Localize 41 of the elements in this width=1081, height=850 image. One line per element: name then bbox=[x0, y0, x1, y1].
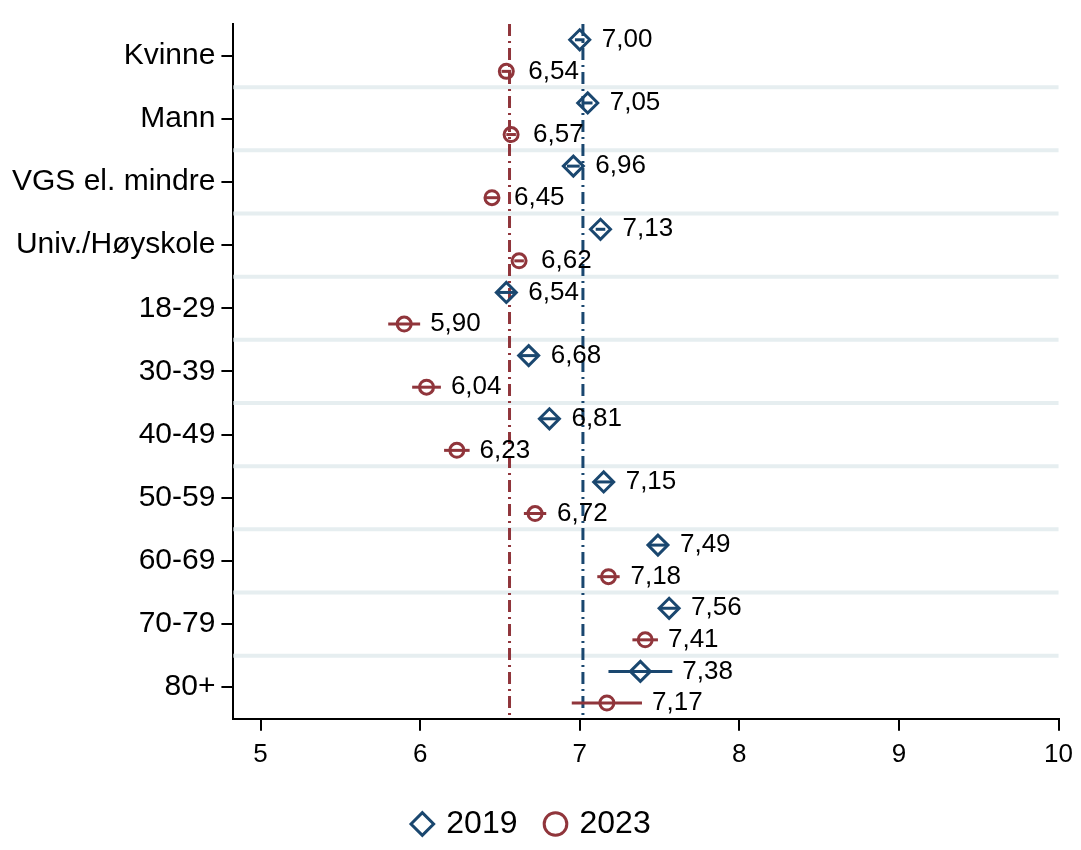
data-label: 6,54 bbox=[528, 54, 579, 85]
data-label: 7,15 bbox=[625, 465, 677, 496]
x-tick-label: 9 bbox=[891, 737, 907, 768]
x-tick-label: 8 bbox=[732, 737, 747, 768]
data-label: 7,49 bbox=[679, 528, 731, 559]
data-label: 6,57 bbox=[533, 117, 584, 148]
data-label: 7,13 bbox=[622, 212, 674, 243]
data-label: 6,54 bbox=[528, 275, 579, 306]
data-label: 6,62 bbox=[541, 244, 592, 275]
legend-label: 2023 bbox=[579, 803, 651, 840]
y-tick-label: 18-29 bbox=[138, 289, 216, 323]
data-label: 5,90 bbox=[430, 307, 481, 338]
y-tick-label: VGS el. mindre bbox=[11, 163, 216, 197]
y-tick-label: 50-59 bbox=[138, 478, 216, 512]
y-tick-label: 70-79 bbox=[138, 605, 216, 639]
data-label: 6,68 bbox=[550, 338, 602, 369]
y-tick-label: Univ./Høyskole bbox=[15, 226, 216, 260]
data-label: 7,05 bbox=[609, 86, 661, 117]
data-label: 7,18 bbox=[630, 559, 682, 590]
data-label: 6,81 bbox=[571, 401, 623, 432]
y-tick-label: Kvinne bbox=[123, 36, 216, 70]
data-label: 6,45 bbox=[513, 180, 565, 211]
data-label: 7,00 bbox=[601, 22, 653, 53]
data-label: 6,23 bbox=[479, 433, 531, 464]
data-label: 7,17 bbox=[651, 686, 703, 717]
y-tick-label: Mann bbox=[140, 100, 216, 134]
data-label: 7,56 bbox=[691, 591, 742, 622]
x-tick-label: 7 bbox=[572, 737, 587, 768]
data-label: 7,38 bbox=[682, 654, 733, 685]
y-tick-label: 60-69 bbox=[138, 542, 216, 576]
x-tick-label: 5 bbox=[253, 737, 268, 768]
y-tick-label: 40-49 bbox=[138, 415, 216, 449]
data-label: 7,41 bbox=[667, 623, 719, 654]
data-label: 6,04 bbox=[450, 370, 502, 401]
x-tick-label: 10 bbox=[1044, 737, 1073, 768]
legend-label: 2019 bbox=[446, 803, 518, 840]
data-label: 6,96 bbox=[595, 149, 646, 180]
data-label: 6,72 bbox=[557, 496, 608, 527]
x-tick-label: 6 bbox=[412, 737, 428, 768]
y-tick-label: 80+ bbox=[164, 668, 216, 702]
y-tick-label: 30-39 bbox=[138, 352, 216, 386]
